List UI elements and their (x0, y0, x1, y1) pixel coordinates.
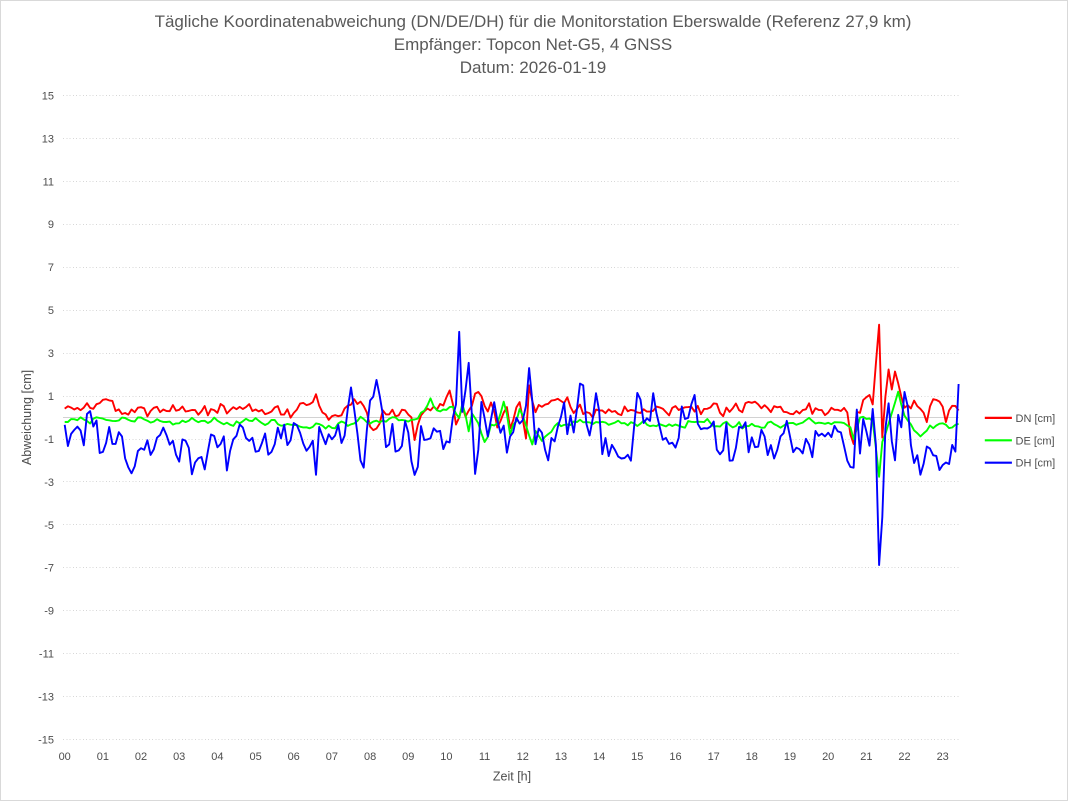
svg-text:-15: -15 (38, 735, 54, 747)
svg-text:08: 08 (364, 751, 376, 763)
svg-text:07: 07 (326, 751, 338, 763)
svg-text:15: 15 (631, 751, 643, 763)
svg-text:7: 7 (48, 262, 54, 274)
svg-text:-9: -9 (44, 606, 54, 618)
svg-text:DH [cm]: DH [cm] (1016, 458, 1056, 470)
svg-text:-13: -13 (38, 692, 54, 704)
svg-text:14: 14 (593, 751, 605, 763)
svg-text:-7: -7 (44, 563, 54, 575)
svg-text:18: 18 (746, 751, 758, 763)
svg-text:Zeit [h]: Zeit [h] (493, 770, 531, 784)
svg-text:04: 04 (211, 751, 223, 763)
svg-text:Empfänger: Topcon Net-G5, 4 GN: Empfänger: Topcon Net-G5, 4 GNSS (394, 35, 672, 54)
svg-text:15: 15 (42, 90, 54, 102)
svg-text:13: 13 (42, 133, 54, 145)
svg-text:06: 06 (288, 751, 300, 763)
svg-text:9: 9 (48, 219, 54, 231)
svg-text:DE [cm]: DE [cm] (1016, 435, 1055, 447)
svg-text:3: 3 (48, 348, 54, 360)
svg-text:02: 02 (135, 751, 147, 763)
svg-text:19: 19 (784, 751, 796, 763)
svg-text:01: 01 (97, 751, 109, 763)
svg-text:20: 20 (822, 751, 834, 763)
svg-text:03: 03 (173, 751, 185, 763)
svg-text:00: 00 (59, 751, 71, 763)
svg-text:16: 16 (669, 751, 681, 763)
svg-text:10: 10 (440, 751, 452, 763)
svg-text:09: 09 (402, 751, 414, 763)
svg-text:11: 11 (479, 751, 490, 763)
svg-text:1: 1 (48, 391, 54, 403)
svg-text:11: 11 (43, 176, 54, 188)
svg-text:22: 22 (898, 751, 910, 763)
svg-text:05: 05 (249, 751, 261, 763)
svg-text:Abweichung [cm]: Abweichung [cm] (20, 370, 34, 465)
svg-text:17: 17 (708, 751, 720, 763)
svg-text:12: 12 (517, 751, 529, 763)
svg-text:13: 13 (555, 751, 567, 763)
svg-text:Datum: 2026-01-19: Datum: 2026-01-19 (460, 58, 606, 77)
svg-text:Tägliche Koordinatenabweichung: Tägliche Koordinatenabweichung (DN/DE/DH… (155, 12, 912, 31)
svg-text:-11: -11 (39, 649, 54, 661)
svg-text:-3: -3 (44, 477, 54, 489)
svg-text:-1: -1 (44, 434, 54, 446)
svg-text:5: 5 (48, 305, 54, 317)
svg-text:DN [cm]: DN [cm] (1016, 413, 1056, 425)
svg-text:23: 23 (937, 751, 949, 763)
svg-text:-5: -5 (44, 520, 54, 532)
svg-text:21: 21 (860, 751, 872, 763)
